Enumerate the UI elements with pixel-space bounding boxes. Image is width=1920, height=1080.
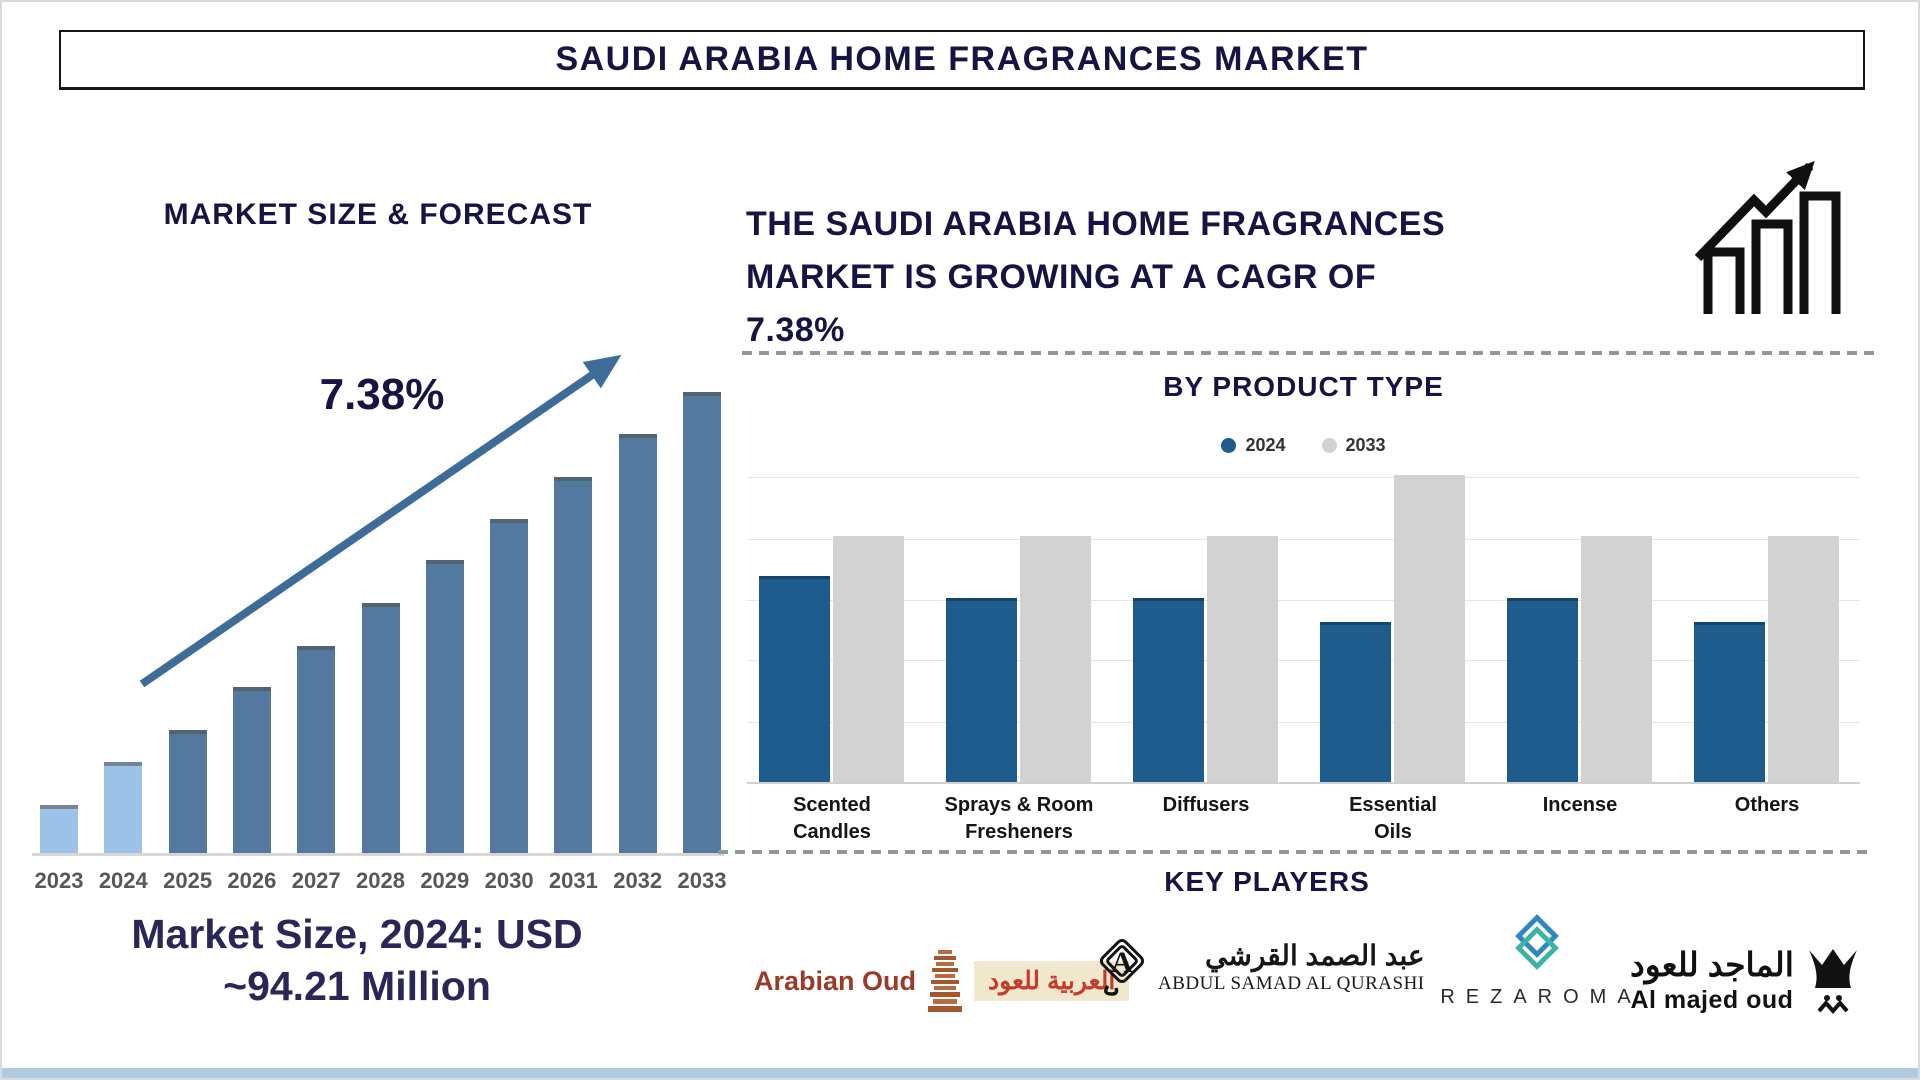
product-bar-2024-scented-candles [759,576,830,782]
rezaroma-name: REZAROMA [1440,986,1642,1008]
logo-arabian-oud: Arabian Oud العربية للعود [754,950,1130,1012]
market-size-bar-2031 [554,477,593,854]
product-bar-2033-scented-candles [833,536,904,782]
market-size-bar-2028 [361,603,400,854]
legend-dot-2033 [1321,438,1337,453]
gridline [747,539,1860,540]
year-label-2033: 2033 [677,868,727,893]
product-bar-2024-others [1694,622,1765,782]
market-size-bar-2027 [297,646,336,854]
al-majed-arabic-name: الماجد للعود [1630,946,1794,983]
separator-dashed-top [742,351,1875,355]
logo-abdul-samad-al-qurashi: A عبد الصمد القرشي ABDUL SAMAD AL QURASH… [1096,936,1425,998]
product-bar-2033-others [1768,536,1839,782]
market-size-bar-2032 [618,434,657,854]
year-label-2025: 2025 [163,868,213,893]
arabian-oud-name: Arabian Oud [754,965,917,996]
asq-arabic-name: عبد الصمد القرشي [1205,940,1425,971]
product-bar-2024-sprays-room-fresheners [946,597,1017,782]
market-size-bar-2026 [232,687,271,854]
product-label-essential-oils: Essential Oils [1349,794,1437,843]
cagr-statement-line2: MARKET IS GROWING AT A CAGR OF [746,258,1377,296]
year-axis-labels: 2023 2024 2025 2026 2027 2028 2029 2030 2031 2032… [32,868,727,898]
cagr-value-label: 7.38% [319,370,445,419]
market-size-bar-2033 [683,392,721,854]
cagr-statement-line1: THE SAUDI ARABIA HOME FRAGRANCES [746,205,1446,243]
year-label-2026: 2026 [227,868,277,893]
year-label-2030: 2030 [484,868,534,893]
market-size-caption-line2: ~94.21 Million [223,963,491,1009]
cagr-statement-line3: 7.38% [746,311,845,349]
product-label-diffusers: Diffusers [1162,794,1250,816]
by-product-type-title: BY PRODUCT TYPE [1163,371,1444,402]
market-size-forecast-chart [32,382,724,856]
product-label-scented-candles: Scented Candles [793,794,871,843]
asq-emblem-icon: A [1099,938,1145,996]
product-category-labels: Scented Candles Sprays & Room Fresheners Dif… [747,792,1860,852]
product-bar-2033-incense [1581,536,1652,782]
product-bar-2024-diffusers [1133,597,1204,782]
market-size-bar-2029 [425,560,464,854]
market-size-caption: Market Size, 2024: USD ~94.21 Million [42,908,672,1012]
year-label-2023: 2023 [34,868,84,893]
year-label-2028: 2028 [356,868,405,893]
page-title: SAUDI ARABIA HOME FRAGRANCES MARKET [555,40,1369,78]
product-bar-2033-sprays-room-fresheners [1020,536,1091,782]
product-label-others: Others [1734,794,1800,816]
year-label-2024: 2024 [98,868,148,893]
gridline [747,600,1860,601]
key-players-title: KEY PLAYERS [1164,866,1370,897]
product-x-axis-line [747,782,1860,784]
page-title-box: SAUDI ARABIA HOME FRAGRANCES MARKET [59,30,1865,90]
year-label-2029: 2029 [420,868,470,893]
asq-latin-name: ABDUL SAMAD AL QURASHI [1158,973,1425,994]
product-bar-2033-diffusers [1207,536,1278,782]
x-axis-line [32,853,724,856]
product-label-sprays-room-fresheners: Sprays & Room Fresheners [944,794,1094,843]
market-size-bar-2030 [490,519,529,854]
market-size-bar-2025 [168,730,207,854]
market-size-caption-line1: Market Size, 2024: USD [131,911,583,957]
market-size-bar-2024 [104,762,143,854]
product-bar-2024-essential-oils [1320,622,1391,782]
legend-item-2024: 2024 [1221,435,1286,456]
legend-label-2024: 2024 [1245,435,1286,455]
arabian-oud-arabic-name: العربية للعود [974,961,1130,1001]
year-label-2027: 2027 [291,868,341,893]
bottom-accent-strip [2,1068,1918,1078]
year-label-2031: 2031 [548,868,598,893]
cagr-statement: THE SAUDI ARABIA HOME FRAGRANCES MARKET … [746,198,1706,357]
incense-burner-icon [928,950,963,1012]
logo-rezaroma: REZAROMA [1440,912,1631,1009]
growth-chart-icon [1694,160,1841,314]
gridline [747,660,1860,661]
crown-icon [1808,949,1857,1014]
product-type-chart [747,472,1860,784]
rezaroma-knot-icon [1515,914,1559,970]
product-label-incense: Incense [1542,794,1618,816]
al-majed-latin-name: Al majed oud [1630,986,1794,1014]
separator-dashed-bottom [718,850,1868,854]
svg-text:A: A [1111,946,1133,979]
product-bar-2024-incense [1507,597,1578,782]
legend-label-2033: 2033 [1345,435,1386,455]
gridline [747,477,1860,478]
logo-al-majed-oud: الماجد للعود Al majed oud [1630,945,1860,1015]
year-label-2032: 2032 [613,868,663,893]
gridline [747,722,1860,723]
legend-item-2033: 2033 [1321,435,1386,456]
market-size-bar-2023 [40,805,78,854]
product-bar-2033-essential-oils [1394,475,1465,782]
legend-dot-2024 [1221,438,1237,453]
market-size-forecast-title: MARKET SIZE & FORECAST [163,198,593,231]
product-type-legend: 2024 2033 [747,435,1860,456]
